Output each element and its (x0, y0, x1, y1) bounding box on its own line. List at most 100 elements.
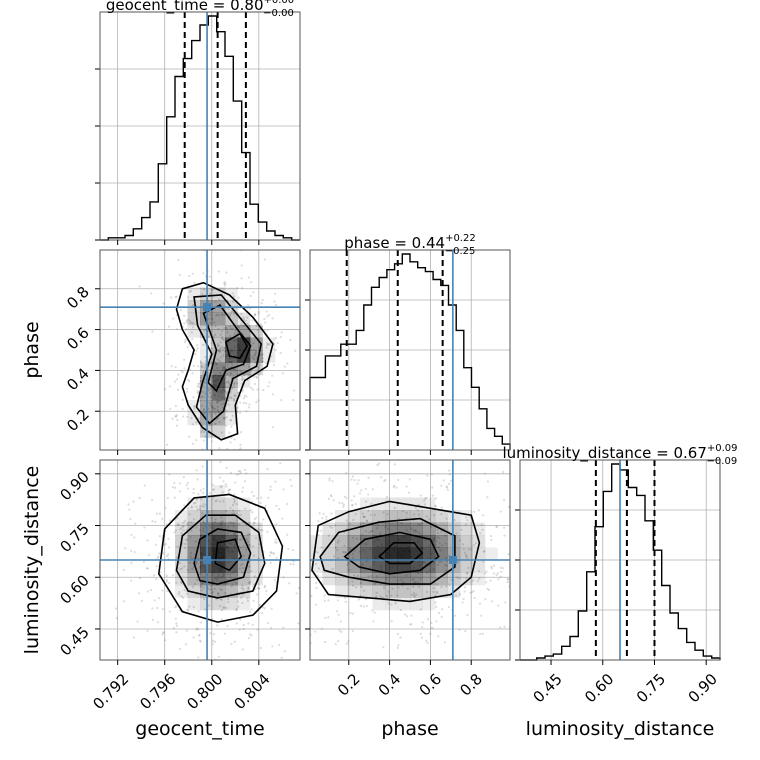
sample-point (542, 578, 544, 580)
sample-point (138, 285, 141, 288)
sample-point (350, 499, 353, 502)
sample-point (192, 502, 196, 505)
sample-point (232, 509, 235, 512)
sample-point (247, 587, 250, 590)
sample-point (167, 546, 171, 549)
sample-point (222, 338, 226, 342)
sample-point (252, 342, 255, 345)
sample-point (191, 442, 195, 445)
sample-point (232, 374, 235, 377)
sample-point (233, 501, 236, 504)
sample-point (414, 506, 418, 509)
sample-point (187, 296, 190, 299)
sample-point (233, 438, 236, 441)
sample-point (328, 479, 331, 482)
sample-point (394, 600, 397, 603)
sample-point (245, 410, 248, 413)
sample-point (226, 573, 229, 576)
density-cell (422, 510, 436, 523)
sample-point (521, 545, 523, 547)
sample-point (202, 505, 206, 508)
sample-point (201, 504, 204, 508)
sample-point (530, 612, 532, 614)
sample-point (222, 354, 225, 357)
sample-point (464, 629, 467, 633)
sample-point (247, 586, 250, 589)
sample-point (200, 396, 203, 399)
sample-point (321, 517, 324, 520)
sample-point (202, 370, 205, 373)
sample-point (242, 374, 246, 377)
density-cell (410, 572, 423, 586)
x-tick-label-geocent_time: 0.796 (136, 670, 179, 713)
sample-point (435, 539, 438, 542)
sample-point (356, 482, 359, 485)
sample-point (202, 390, 205, 393)
sample-point (130, 579, 133, 582)
x-tick-label-luminosity_distance: 0.45 (529, 670, 565, 706)
sample-point (214, 412, 217, 415)
sample-point (217, 592, 220, 595)
sample-point (257, 365, 260, 369)
sample-point (230, 522, 234, 525)
sample-point (231, 368, 234, 371)
title-lower: −0.00 (263, 8, 294, 19)
density-cell (360, 585, 373, 598)
sample-point (352, 556, 355, 559)
sample-point (223, 313, 226, 316)
sample-point (227, 381, 230, 384)
sample-point (479, 632, 482, 636)
sample-point (203, 597, 206, 601)
sample-point (465, 554, 468, 558)
sample-point (223, 280, 226, 284)
sample-point (180, 526, 183, 530)
sample-point (458, 593, 462, 596)
sample-point (345, 497, 348, 500)
density-cell (385, 497, 398, 511)
sample-point (375, 595, 378, 598)
sample-point (210, 405, 213, 408)
sample-point (512, 637, 514, 639)
sample-point (207, 587, 210, 591)
title-lower: −0.09 (707, 456, 738, 467)
sample-point (200, 582, 204, 585)
sample-point (187, 521, 190, 524)
sample-point (248, 533, 251, 536)
sample-point (240, 370, 243, 373)
sample-point (342, 505, 345, 508)
sample-point (393, 507, 396, 510)
sample-point (499, 566, 502, 569)
sample-point (173, 380, 177, 383)
sample-point (97, 540, 99, 542)
sample-point (485, 669, 487, 671)
sample-point (176, 523, 179, 527)
title-main: geocent_time = 0.80 (106, 0, 264, 15)
sample-point (219, 476, 222, 479)
density-cell (385, 547, 398, 561)
sample-point (466, 614, 469, 617)
sample-point (194, 353, 197, 356)
sample-point (571, 566, 573, 568)
sample-point (186, 538, 189, 541)
density-cell (322, 547, 336, 561)
sample-point (209, 585, 212, 588)
sample-point (434, 601, 437, 604)
sample-point (477, 509, 480, 512)
sample-point (365, 519, 368, 522)
sample-point (320, 627, 323, 630)
sample-point (114, 607, 118, 610)
density-cell (225, 535, 238, 548)
sample-point (229, 471, 232, 474)
sample-point (209, 387, 212, 391)
sample-point (228, 431, 231, 434)
sample-point (501, 470, 505, 474)
y-tick-label-phase: 0.2 (63, 405, 93, 435)
sample-point (261, 360, 265, 363)
sample-point (275, 556, 278, 559)
density-cell (250, 547, 263, 561)
sample-point (396, 646, 399, 649)
sample-point (129, 517, 132, 521)
sample-point (198, 508, 201, 511)
sample-point (325, 518, 328, 521)
sample-point (233, 368, 237, 372)
